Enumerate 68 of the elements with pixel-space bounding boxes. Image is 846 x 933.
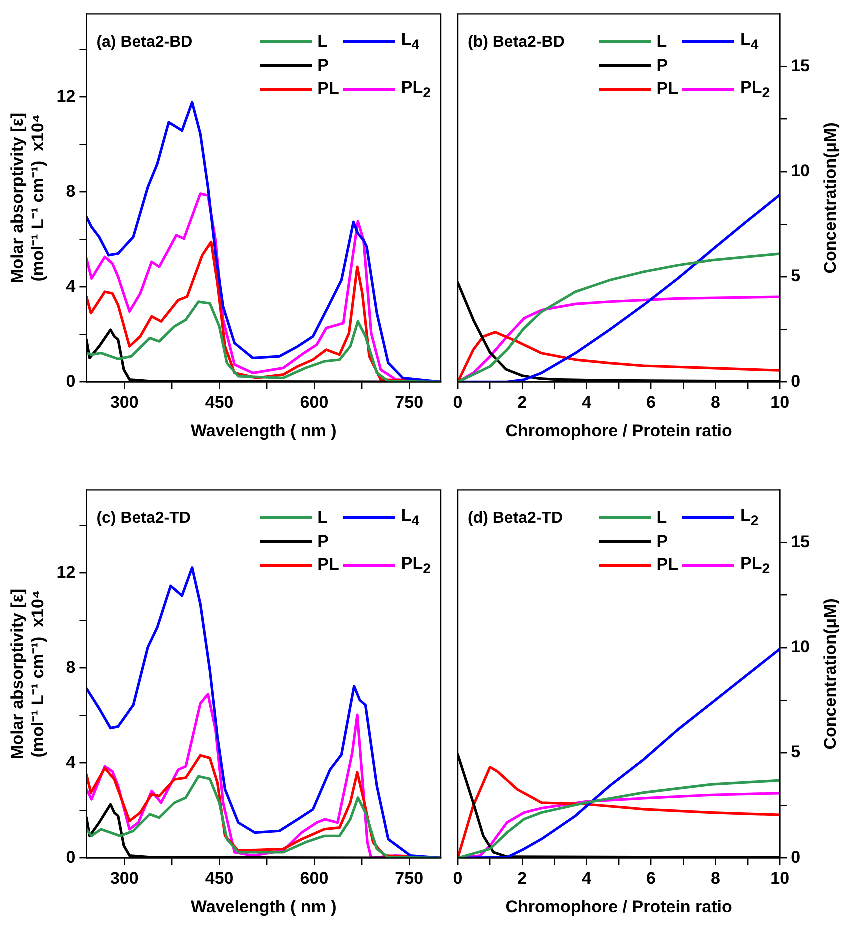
x-tick-label: 2 — [518, 869, 528, 888]
x-tick-label: 10 — [770, 869, 790, 888]
legend-label: L — [656, 32, 668, 52]
y2-tick-label: 5 — [791, 742, 801, 762]
x-tick-label: 8 — [710, 393, 720, 412]
y-tick-label: 0 — [66, 372, 76, 391]
legend-label: L$_{4}$ — [740, 30, 759, 54]
text: (b) Beta2-BD — [468, 34, 565, 52]
y-axis-title: Molar absorptivity [ε] (mol⁻¹ L⁻¹ cm⁻¹) x10⁴ — [8, 112, 48, 284]
y2-tick-label: 10 — [791, 638, 810, 657]
x-tick-label: 300 — [110, 869, 139, 888]
legend-label: P — [656, 56, 668, 76]
legend-label: L$_{2}$ — [740, 506, 759, 530]
x-tick-label: 6 — [646, 869, 656, 888]
legend-label: PL — [656, 79, 678, 100]
x-axis-title: Chromophore / Protein ratio — [506, 421, 732, 440]
legend-label: P — [656, 532, 668, 552]
x-tick-label: 600 — [300, 869, 329, 888]
text: (c) Beta2-TD — [96, 510, 191, 528]
legend-label: PL — [318, 555, 340, 576]
x-tick-label: 8 — [710, 869, 720, 888]
y-tick-label: 8 — [66, 658, 76, 677]
y2-tick-label: 0 — [791, 848, 801, 867]
text: (a) Beta2-BD — [96, 34, 193, 52]
y-axis-title: Molar absorptivity [ε] (mol⁻¹ L⁻¹ cm⁻¹) x10⁴ — [8, 588, 48, 760]
x-tick-label: 4 — [582, 869, 592, 888]
legend-label: L$_{4}$ — [401, 506, 420, 530]
legend-label: PL$_{2}$ — [401, 554, 431, 577]
legend-label: PL — [656, 555, 678, 576]
x-tick-label: 2 — [518, 393, 528, 412]
y2-tick-label: 15 — [791, 56, 810, 76]
legend-label: PL$_{2}$ — [401, 78, 431, 101]
legend-label: P — [318, 56, 329, 76]
x-tick-label: 300 — [110, 393, 139, 412]
x-tick-label: 4 — [582, 393, 592, 412]
legend-label: P — [318, 532, 329, 552]
x-axis-title: Wavelength ( nm ) — [190, 421, 337, 440]
y-tick-label: 4 — [66, 276, 76, 296]
y-tick-label: 12 — [56, 562, 76, 582]
x-tick-label: 6 — [646, 393, 656, 412]
y-tick-label: 12 — [56, 86, 76, 106]
y2-tick-label: 10 — [791, 162, 810, 181]
text: (d) Beta2-TD — [468, 510, 564, 528]
x-tick-label: 450 — [205, 869, 234, 888]
y2-axis-title: Concentration(μM) — [821, 598, 840, 750]
legend-label: L$_{4}$ — [401, 30, 420, 54]
x-tick-label: 750 — [395, 869, 424, 888]
legend-label: PL$_{2}$ — [740, 78, 770, 101]
x-tick-label: 750 — [395, 393, 424, 412]
legend-label: L — [318, 508, 328, 528]
legend-label: PL$_{2}$ — [740, 554, 770, 577]
x-axis-title: Wavelength ( nm ) — [190, 897, 337, 916]
y2-axis-title: Concentration(μM) — [821, 122, 840, 274]
legend-label: L — [318, 32, 328, 52]
y-tick-label: 0 — [66, 848, 76, 867]
x-tick-label: 450 — [205, 393, 234, 412]
x-tick-label: 10 — [770, 393, 790, 412]
x-tick-label: 0 — [453, 869, 463, 888]
x-tick-label: 600 — [300, 393, 329, 412]
y2-tick-label: 5 — [791, 266, 801, 286]
x-tick-label: 0 — [453, 393, 463, 412]
legend-label: PL — [318, 79, 340, 100]
y-tick-label: 8 — [66, 182, 76, 201]
y-tick-label: 4 — [66, 752, 76, 772]
y2-tick-label: 15 — [791, 532, 810, 552]
y2-tick-label: 0 — [791, 372, 801, 391]
x-axis-title: Chromophore / Protein ratio — [506, 897, 732, 916]
legend-label: L — [656, 508, 668, 528]
